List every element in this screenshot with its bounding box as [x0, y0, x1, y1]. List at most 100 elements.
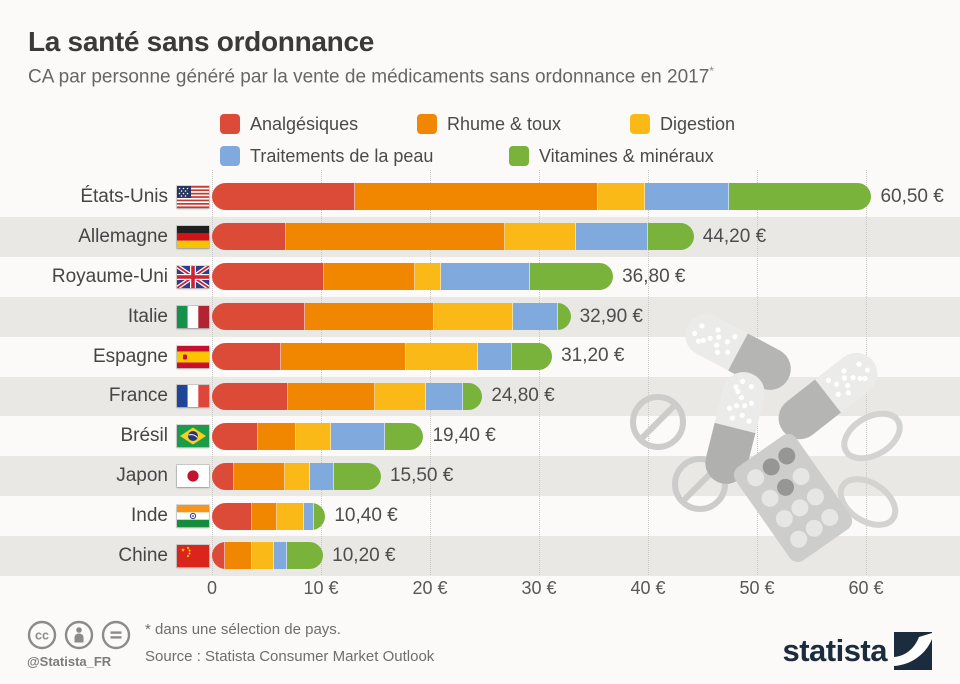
flag-icon-es	[177, 345, 209, 368]
bar-segment-analgesiques	[212, 382, 289, 410]
legend-item-traitements-de-la-peau: Traitements de la peau	[220, 144, 433, 168]
flag-icon-cn	[177, 545, 209, 568]
bar-segment-analgesiques	[212, 422, 258, 450]
legend-swatch	[417, 114, 437, 134]
bar-wrap: 10,40 €	[212, 502, 398, 530]
country-label: Brésil	[120, 425, 168, 447]
chart-rows: États-Unis 60,50 € Allemagne 44,20 € Royaume…	[0, 177, 960, 576]
value-label: 36,80 €	[622, 265, 686, 287]
flag-icon-in	[177, 505, 209, 528]
bar-segment-traitements-de-la-peau	[644, 183, 729, 211]
bar-segment-analgesiques	[212, 223, 287, 251]
legend-label: Vitamines & minéraux	[539, 145, 714, 166]
legend-swatch	[220, 146, 240, 166]
country-label: Chine	[118, 545, 168, 567]
flag-icon-gb	[177, 265, 209, 288]
stacked-bar-inde	[212, 502, 326, 530]
chart-row-royaume-uni: Royaume-Uni 36,80 €	[0, 257, 960, 297]
legend-label: Traitements de la peau	[250, 145, 434, 166]
stacked-bar-etats-unis	[212, 183, 872, 211]
bar-wrap: 60,50 €	[212, 183, 944, 211]
chart-row-espagne: Espagne 31,20 €	[0, 337, 960, 377]
legend-item-analgesiques: Analgésiques	[220, 112, 358, 136]
source-line: Source : Statista Consumer Market Outloo…	[145, 648, 435, 665]
twitter-handle: @Statista_FR	[27, 654, 112, 669]
legend-label: Analgésiques	[250, 113, 359, 134]
bar-segment-vitamines-mineraux	[557, 303, 571, 331]
bar-segment-digestion	[277, 502, 304, 530]
bar-wrap: 31,20 €	[212, 342, 624, 370]
bar-segment-traitements-de-la-peau	[440, 263, 531, 291]
bar-segment-rhume-toux	[280, 342, 406, 370]
flag-icon-de	[177, 225, 209, 248]
legend-item-vitamines-mineraux: Vitamines & minéraux	[509, 144, 714, 168]
bar-segment-digestion	[295, 422, 331, 450]
bar-segment-traitements-de-la-peau	[330, 422, 386, 450]
bar-segment-analgesiques	[212, 183, 355, 211]
bar-segment-analgesiques	[212, 263, 325, 291]
bar-segment-traitements-de-la-peau	[512, 303, 558, 331]
stacked-bar-france	[212, 382, 483, 410]
bar-segment-digestion	[434, 303, 513, 331]
bar-segment-rhume-toux	[304, 303, 435, 331]
country-label: Italie	[127, 305, 168, 327]
footnote: * dans une sélection de pays.	[145, 621, 341, 638]
value-label: 24,80 €	[491, 385, 555, 407]
bar-segment-analgesiques	[212, 502, 253, 530]
country-label: Espagne	[92, 345, 168, 367]
bar-segment-digestion	[375, 382, 426, 410]
gridline	[212, 170, 213, 575]
legend-label: Digestion	[660, 113, 736, 134]
stacked-bar-bresil	[212, 422, 424, 450]
bar-segment-traitements-de-la-peau	[303, 502, 315, 530]
svg-text:cc: cc	[35, 629, 49, 643]
x-tick-label: 60 €	[848, 578, 884, 598]
bar-wrap: 32,90 €	[212, 303, 644, 331]
bar-wrap: 24,80 €	[212, 382, 555, 410]
pills-illustration	[630, 314, 903, 562]
flag-icon-br	[177, 425, 209, 448]
x-tick-label: 50 €	[739, 578, 775, 598]
flag-icon-fr	[177, 385, 209, 408]
value-label: 19,40 €	[432, 425, 496, 447]
chart-row-chine: Chine 10,20 €	[0, 536, 960, 576]
flag-icon-jp	[177, 465, 209, 488]
bar-segment-rhume-toux	[225, 542, 253, 570]
gridline	[648, 170, 649, 575]
country-label: Inde	[131, 505, 168, 527]
legend-item-rhume-toux: Rhume & toux	[417, 112, 561, 136]
chart-row-bresil: Brésil 19,40 €	[0, 416, 960, 456]
page-subtitle: CA par personne généré par la vente de m…	[28, 64, 714, 88]
tablet-icon	[630, 394, 686, 450]
bar-segment-analgesiques	[212, 542, 226, 570]
legend-swatch	[220, 114, 240, 134]
x-tick-label: 0	[206, 578, 217, 598]
bar-segment-rhume-toux	[324, 263, 415, 291]
chart-row-france: France 24,80 €	[0, 376, 960, 416]
bar-wrap: 44,20 €	[212, 223, 766, 251]
stacked-bar-italie	[212, 303, 571, 331]
bar-segment-vitamines-mineraux	[334, 462, 381, 490]
x-tick-label: 40 €	[630, 578, 666, 598]
bar-segment-vitamines-mineraux	[530, 263, 614, 291]
gridline	[430, 170, 431, 575]
bar-segment-analgesiques	[212, 462, 234, 490]
bar-segment-traitements-de-la-peau	[425, 382, 463, 410]
value-label: 15,50 €	[389, 465, 454, 487]
country-label: États-Unis	[80, 186, 168, 207]
bar-segment-digestion	[414, 263, 441, 291]
legend-label: Rhume & toux	[447, 113, 562, 134]
bar-segment-vitamines-mineraux	[314, 502, 326, 530]
bar-segment-rhume-toux	[252, 502, 278, 530]
capsule-icon	[778, 352, 878, 440]
bar-segment-vitamines-mineraux	[287, 542, 324, 570]
bar-segment-traitements-de-la-peau	[310, 462, 335, 490]
legend-swatch	[509, 146, 529, 166]
bar-segment-digestion	[505, 223, 577, 251]
footnote-asterisk: *	[709, 64, 714, 78]
x-tick-label: 10 €	[303, 578, 339, 598]
attribution-icon	[64, 620, 94, 650]
value-label: 32,90 €	[579, 305, 644, 327]
bar-segment-digestion	[597, 183, 645, 211]
